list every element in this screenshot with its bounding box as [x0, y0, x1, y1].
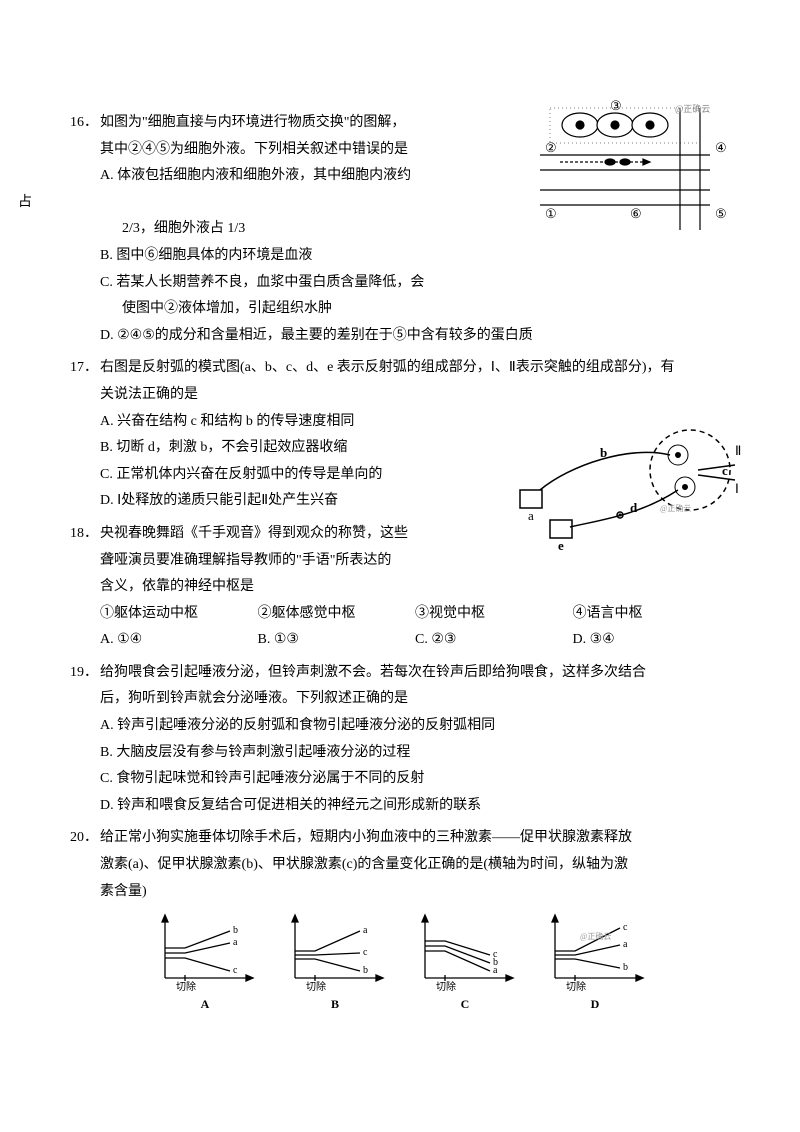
- q20-chart-c: c b a 切除 C: [410, 913, 520, 1016]
- q19-stem-line2: 后，狗听到铃声就会分泌唾液。下列叙述正确的是: [100, 686, 730, 713]
- q18-opt-c: C. ②③: [415, 627, 573, 654]
- q16-opt-b: B. 图中⑥细胞具体的内环境是血液: [70, 243, 730, 270]
- svg-text:a: a: [623, 939, 628, 950]
- q19-opt-a: A. 铃声引起唾液分泌的反射弧和食物引起唾液分泌的反射弧相同: [100, 713, 730, 740]
- svg-text:⑤: ⑤: [715, 206, 727, 221]
- svg-text:c: c: [623, 922, 628, 933]
- svg-text:切除: 切除: [306, 980, 326, 993]
- svg-text:a: a: [528, 508, 534, 523]
- svg-text:⑥: ⑥: [630, 206, 642, 221]
- q18-opt-d: D. ③④: [573, 627, 731, 654]
- q16-number: 16．: [70, 110, 100, 137]
- svg-text:③: ③: [610, 100, 622, 113]
- q18-item1: ①躯体运动中枢: [100, 601, 258, 628]
- svg-text:b: b: [363, 965, 368, 976]
- q19-opt-c: C. 食物引起味觉和铃声引起唾液分泌属于不同的反射: [100, 766, 730, 793]
- q18-number: 18．: [70, 521, 100, 548]
- q19-number: 19．: [70, 660, 100, 687]
- svg-text:@正确云: @正确云: [580, 931, 611, 941]
- q20-chart-b: a c b 切除 B: [280, 913, 390, 1016]
- q20-number: 20．: [70, 825, 100, 852]
- svg-text:a: a: [363, 925, 368, 936]
- svg-text:Ⅱ: Ⅱ: [735, 443, 741, 458]
- svg-text:c: c: [233, 965, 238, 976]
- q16-opt-d: D. ②④⑤的成分和含量相近，最主要的差别在于⑤中含有较多的蛋白质: [70, 323, 730, 350]
- svg-text:切除: 切除: [436, 980, 456, 993]
- q19-opt-b: B. 大脑皮层没有参与铃声刺激引起唾液分泌的过程: [100, 740, 730, 767]
- svg-text:a: a: [233, 937, 238, 948]
- q18-item4: ④语言中枢: [573, 601, 731, 628]
- q17-figure: a b c d e Ⅱ Ⅰ @正确云: [510, 415, 745, 565]
- q20-chart-a: b a c 切除 A: [150, 913, 260, 1016]
- q18-item2: ②躯体感觉中枢: [258, 601, 416, 628]
- svg-text:Ⅰ: Ⅰ: [735, 481, 739, 496]
- q16-figure: ② ③ ④ ⑤ ① ⑥ @正确云: [510, 100, 740, 240]
- svg-text:e: e: [558, 538, 564, 553]
- question-19: 19． 给狗喂食会引起唾液分泌，但铃声刺激不会。若每次在铃声后即给狗喂食，这样多…: [70, 660, 730, 820]
- svg-text:c: c: [363, 947, 368, 958]
- q16-opt-c2: 使图中②液体增加，引起组织水肿: [70, 296, 730, 323]
- q18-stem-line3: 含义，依靠的神经中枢是: [100, 574, 730, 601]
- q19-opt-d: D. 铃声和喂食反复结合可促进相关的神经元之间形成新的联系: [100, 793, 730, 820]
- svg-text:b: b: [623, 962, 628, 973]
- svg-text:切除: 切除: [176, 980, 196, 993]
- svg-text:a: a: [493, 965, 498, 976]
- q17-stem-line1: 右图是反射弧的模式图(a、b、c、d、e 表示反射弧的组成部分，Ⅰ、Ⅱ表示突触的…: [100, 355, 730, 382]
- exam-page: ② ③ ④ ⑤ ① ⑥ @正确云: [0, 0, 800, 1132]
- question-20: 20． 给正常小狗实施垂体切除手术后，短期内小狗血液中的三种激素——促甲状腺激素…: [70, 825, 730, 1016]
- q20-stem-line1: 给正常小狗实施垂体切除手术后，短期内小狗血液中的三种激素——促甲状腺激素释放: [100, 825, 730, 852]
- q20-chart-d: c a b @正确云 切除 D: [540, 913, 650, 1016]
- q16-opt-c1: C. 若某人长期营养不良，血浆中蛋白质含量降低，会: [70, 270, 730, 297]
- svg-text:④: ④: [715, 140, 727, 155]
- svg-text:①: ①: [545, 206, 557, 221]
- q20-stem-line2: 激素(a)、促甲状腺激素(b)、甲状腺激素(c)的含量变化正确的是(横轴为时间，…: [100, 852, 730, 879]
- svg-text:b: b: [600, 445, 607, 460]
- q17-number: 17．: [70, 355, 100, 382]
- q18-opt-a: A. ①④: [100, 627, 258, 654]
- q19-stem-line1: 给狗喂食会引起唾液分泌，但铃声刺激不会。若每次在铃声后即给狗喂食，这样多次结合: [100, 660, 730, 687]
- q20-stem-line3: 素含量): [100, 879, 730, 906]
- q17-stem-line2: 关说法正确的是: [100, 382, 730, 409]
- svg-text:d: d: [630, 500, 638, 515]
- svg-text:②: ②: [545, 140, 557, 155]
- svg-text:b: b: [233, 925, 238, 936]
- q20-charts: b a c 切除 A: [70, 913, 730, 1016]
- svg-text:@正确云: @正确云: [675, 103, 710, 114]
- svg-text:@正确云: @正确云: [660, 503, 691, 513]
- q18-opt-b: B. ①③: [258, 627, 416, 654]
- svg-text:c: c: [722, 463, 728, 478]
- q18-item3: ③视觉中枢: [415, 601, 573, 628]
- svg-text:切除: 切除: [566, 980, 586, 993]
